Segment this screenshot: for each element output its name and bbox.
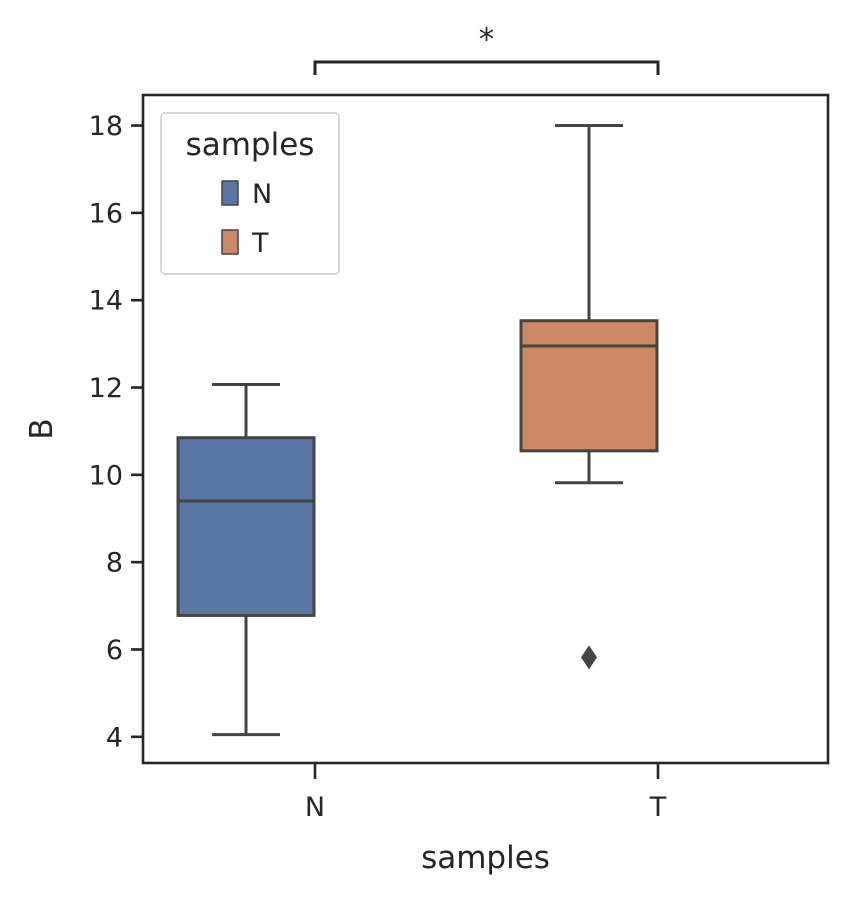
y-tick-label: 14 — [89, 286, 123, 317]
x-tick-label: T — [649, 792, 667, 823]
box-T — [519, 124, 659, 670]
y-tick-label: 16 — [89, 198, 123, 229]
significance-bracket — [313, 60, 660, 75]
legend-frame — [160, 112, 340, 275]
x-tick-label: N — [305, 792, 325, 823]
significance-annotation: * — [313, 22, 660, 75]
y-tick-label: 6 — [106, 635, 123, 666]
significance-label: * — [479, 22, 495, 58]
boxes — [176, 124, 659, 737]
y-tick-label: 12 — [89, 373, 123, 404]
box-N — [176, 382, 316, 737]
x-axis-title: samples — [421, 840, 550, 876]
legend-title: samples — [186, 127, 315, 163]
plot-frame — [141, 93, 830, 765]
y-tick-label: 4 — [106, 722, 123, 753]
legend-label-N: N — [252, 179, 272, 210]
y-tick-label: 10 — [89, 460, 123, 491]
box-iqr — [176, 436, 316, 617]
legend-swatch-T — [221, 229, 239, 255]
legend: samples NT — [160, 112, 340, 275]
box-iqr — [519, 319, 659, 453]
y-tick-label: 18 — [89, 111, 123, 142]
outlier-point — [581, 645, 597, 670]
y-axis-title: B — [24, 418, 60, 439]
legend-swatch-N — [221, 180, 239, 206]
y-tick-label: 8 — [106, 548, 123, 579]
y-axis: 4 6 8 10 12 14 16 18 — [89, 111, 143, 753]
legend-label-T: T — [251, 228, 269, 259]
